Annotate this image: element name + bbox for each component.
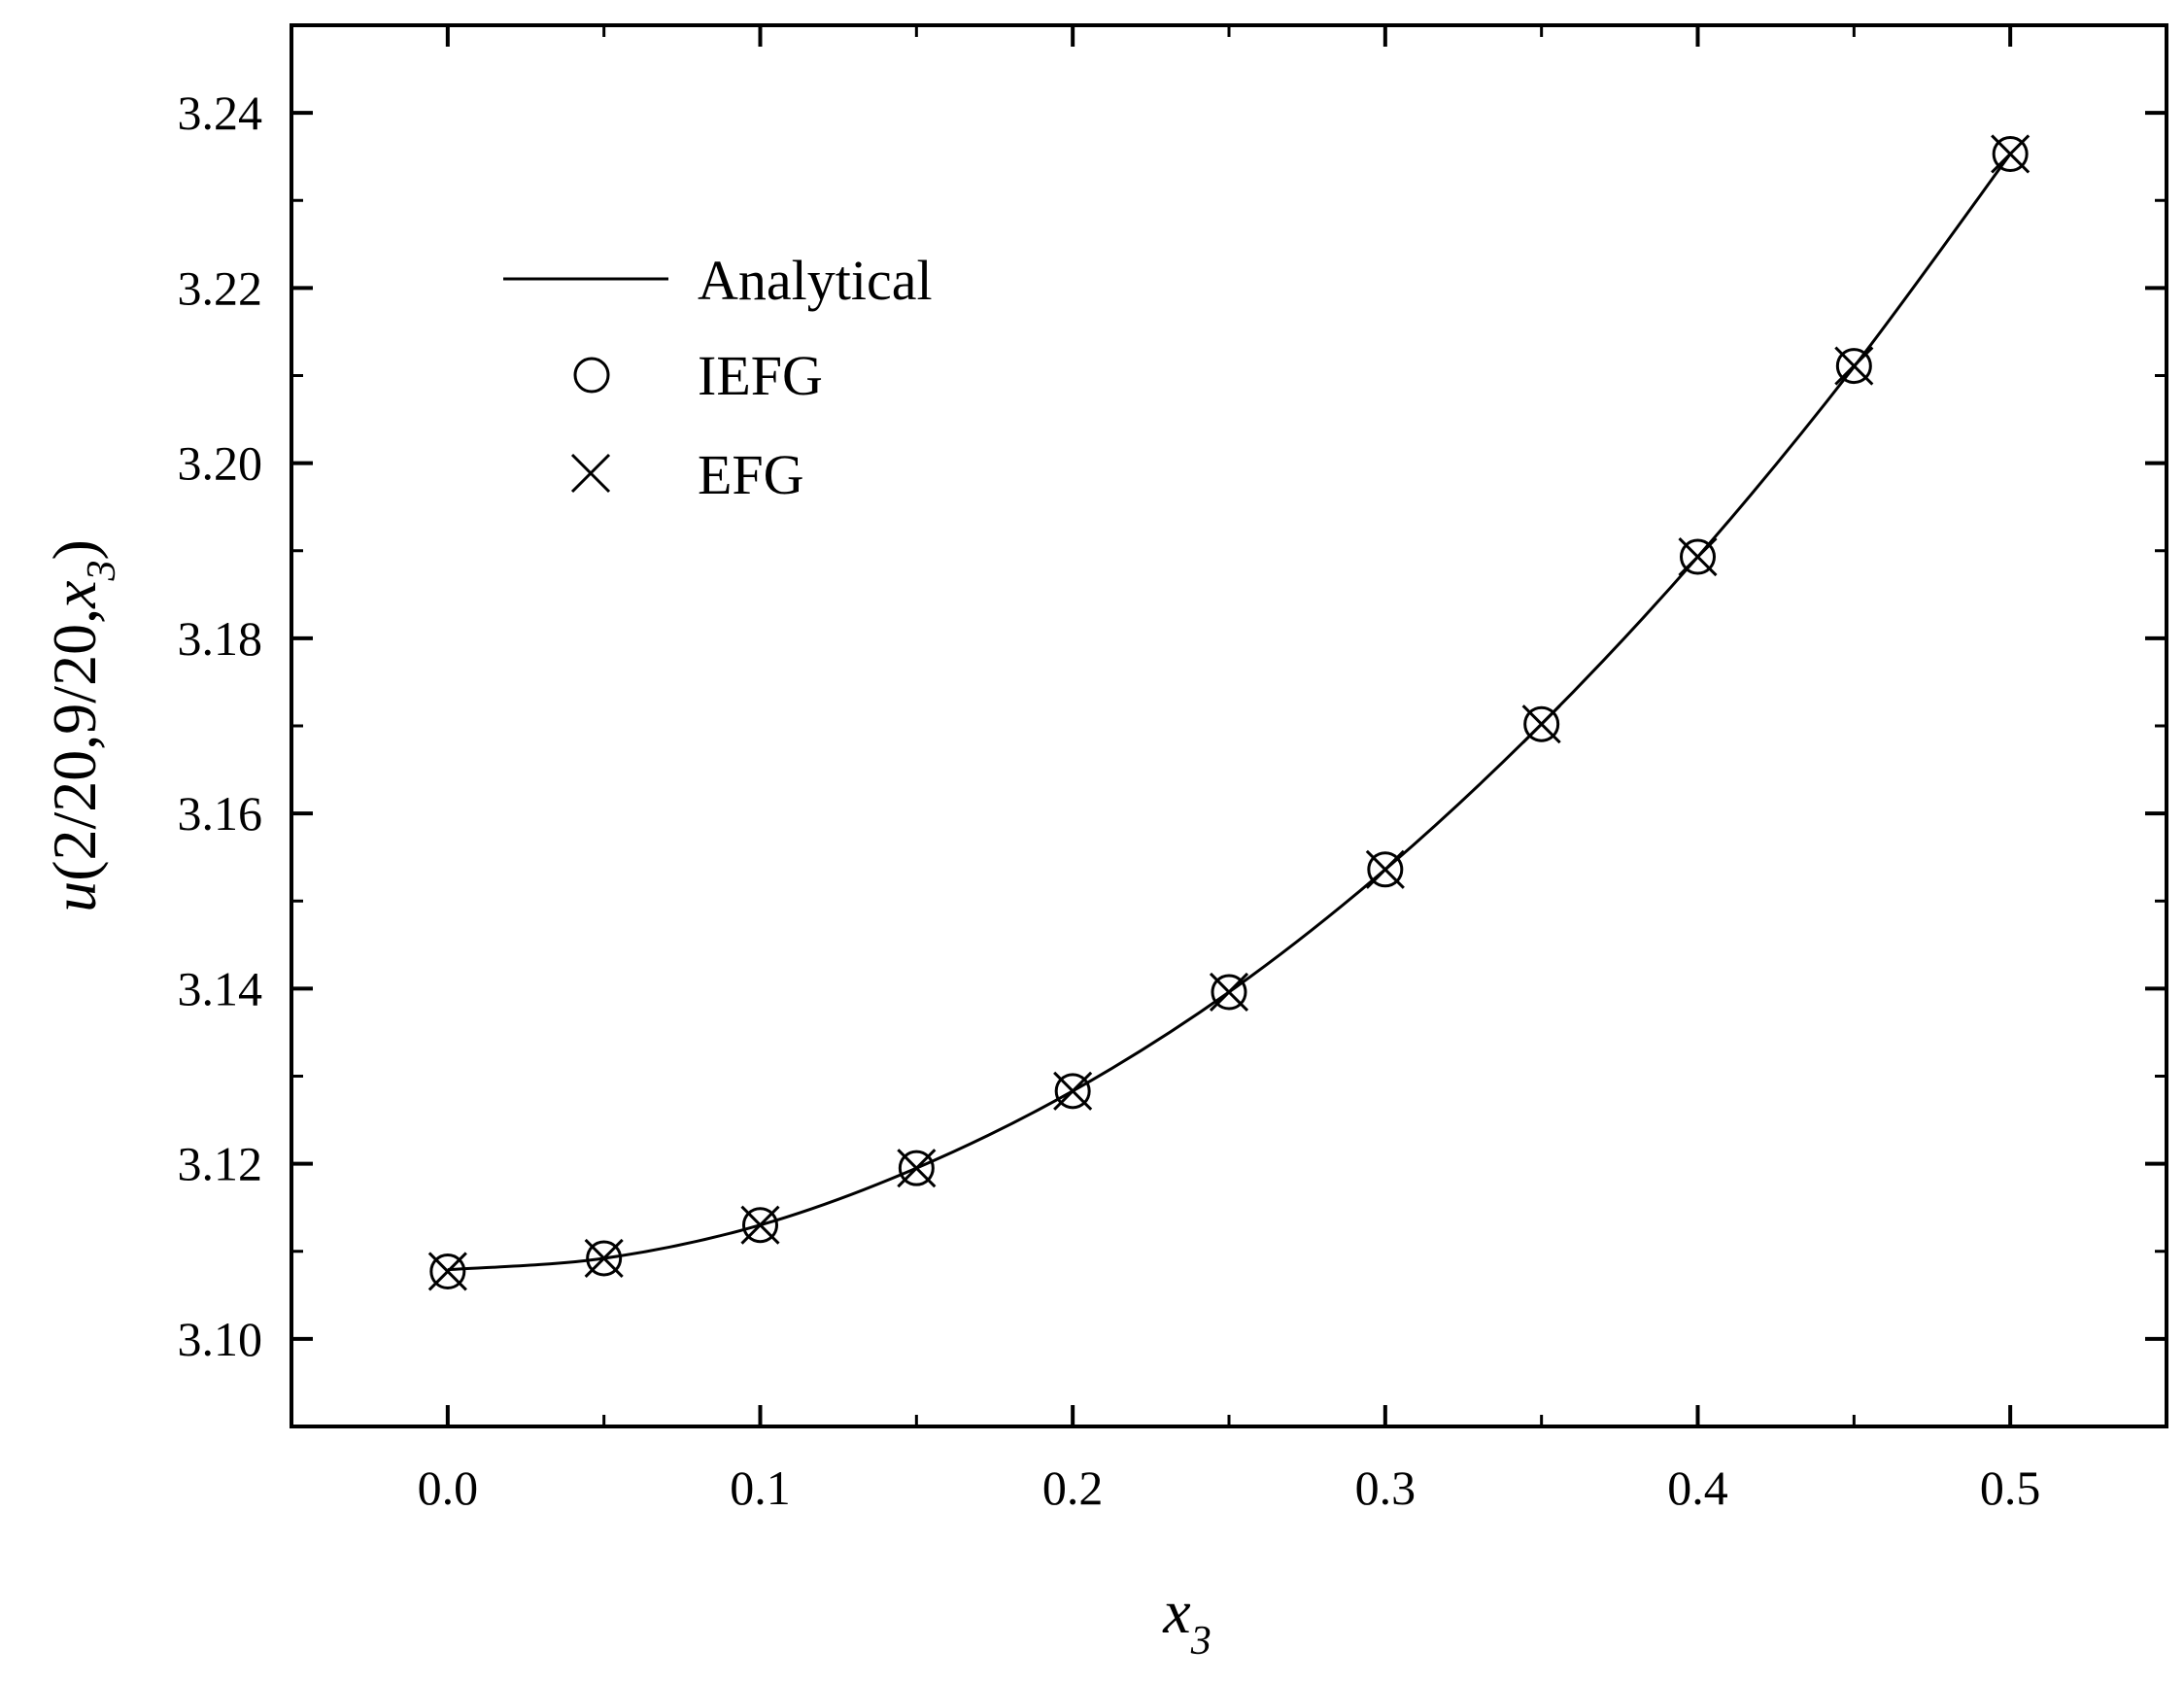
- x-tick-label: 0.5: [1980, 1460, 2041, 1515]
- iefg-point: [429, 1253, 466, 1289]
- y-tick-label: 3.18: [178, 611, 263, 666]
- analytical-curve: [447, 153, 2012, 1272]
- legend-efg-swatch: [570, 453, 611, 494]
- x-tick-label: 0.4: [1667, 1460, 1728, 1515]
- y-axis-title-close: ): [40, 539, 109, 560]
- efg-point: [427, 1252, 467, 1291]
- y-axis-title: u(2/20,9/20,x3): [40, 539, 124, 912]
- series-analytical: [447, 153, 2012, 1272]
- efg-point: [1991, 134, 2030, 174]
- iefg-point: [1680, 538, 1716, 575]
- efg-point: [1365, 849, 1405, 889]
- efg-point: [1209, 972, 1249, 1013]
- x-axis-ticks: 0.0 0.1 0.2 0.3 0.4 0.5: [418, 25, 2041, 1515]
- y-axis-title-sub: 3: [80, 561, 124, 582]
- iefg-point: [1835, 348, 1872, 385]
- y-tick-label: 3.12: [178, 1137, 263, 1191]
- y-tick-label: 3.10: [178, 1312, 263, 1366]
- iefg-point: [1367, 851, 1404, 888]
- series-markers: [427, 134, 2030, 1291]
- x-axis-title: x3: [1162, 1577, 1211, 1664]
- iefg-point: [1211, 974, 1247, 1011]
- legend: Analytical IEFG EFG: [503, 249, 933, 506]
- legend-efg-label: EFG: [698, 443, 804, 506]
- y-axis-title-u: u: [40, 881, 109, 912]
- efg-point: [1521, 704, 1561, 744]
- y-axis-title-var: x: [40, 581, 109, 609]
- legend-iefg-label: IEFG: [698, 344, 823, 407]
- y-tick-label: 3.14: [178, 961, 263, 1015]
- plot-area: [290, 23, 2168, 1428]
- x-tick-label: 0.2: [1042, 1460, 1104, 1515]
- x-axis-title-var: x: [1162, 1577, 1190, 1646]
- iefg-point: [742, 1207, 778, 1244]
- x-tick-label: 0.3: [1355, 1460, 1416, 1515]
- efg-point: [584, 1238, 624, 1279]
- iefg-point: [1523, 705, 1560, 742]
- legend-iefg-swatch: [573, 357, 610, 394]
- iefg-point: [898, 1150, 935, 1186]
- y-axis-ticks: 3.10 3.12 3.14 3.16 3.18 3.20 3.22 3.24: [178, 86, 2167, 1366]
- x-tick-label: 0.1: [730, 1460, 791, 1515]
- efg-point: [897, 1149, 937, 1188]
- iefg-point: [586, 1240, 623, 1277]
- efg-point: [1678, 536, 1718, 577]
- efg-point: [1053, 1071, 1093, 1111]
- x-tick-label: 0.0: [418, 1460, 479, 1515]
- iefg-point: [1054, 1073, 1091, 1110]
- y-tick-label: 3.20: [178, 436, 263, 491]
- y-tick-label: 3.22: [178, 260, 263, 315]
- legend-analytical-label: Analytical: [698, 249, 933, 312]
- iefg-point: [1992, 135, 2029, 172]
- efg-point: [1834, 346, 1874, 386]
- y-tick-label: 3.24: [178, 86, 263, 140]
- efg-point: [740, 1205, 780, 1245]
- y-axis-title-args: (2/20,9/20,: [40, 608, 109, 881]
- y-tick-label: 3.16: [178, 786, 263, 841]
- x-axis-title-sub: 3: [1190, 1619, 1211, 1664]
